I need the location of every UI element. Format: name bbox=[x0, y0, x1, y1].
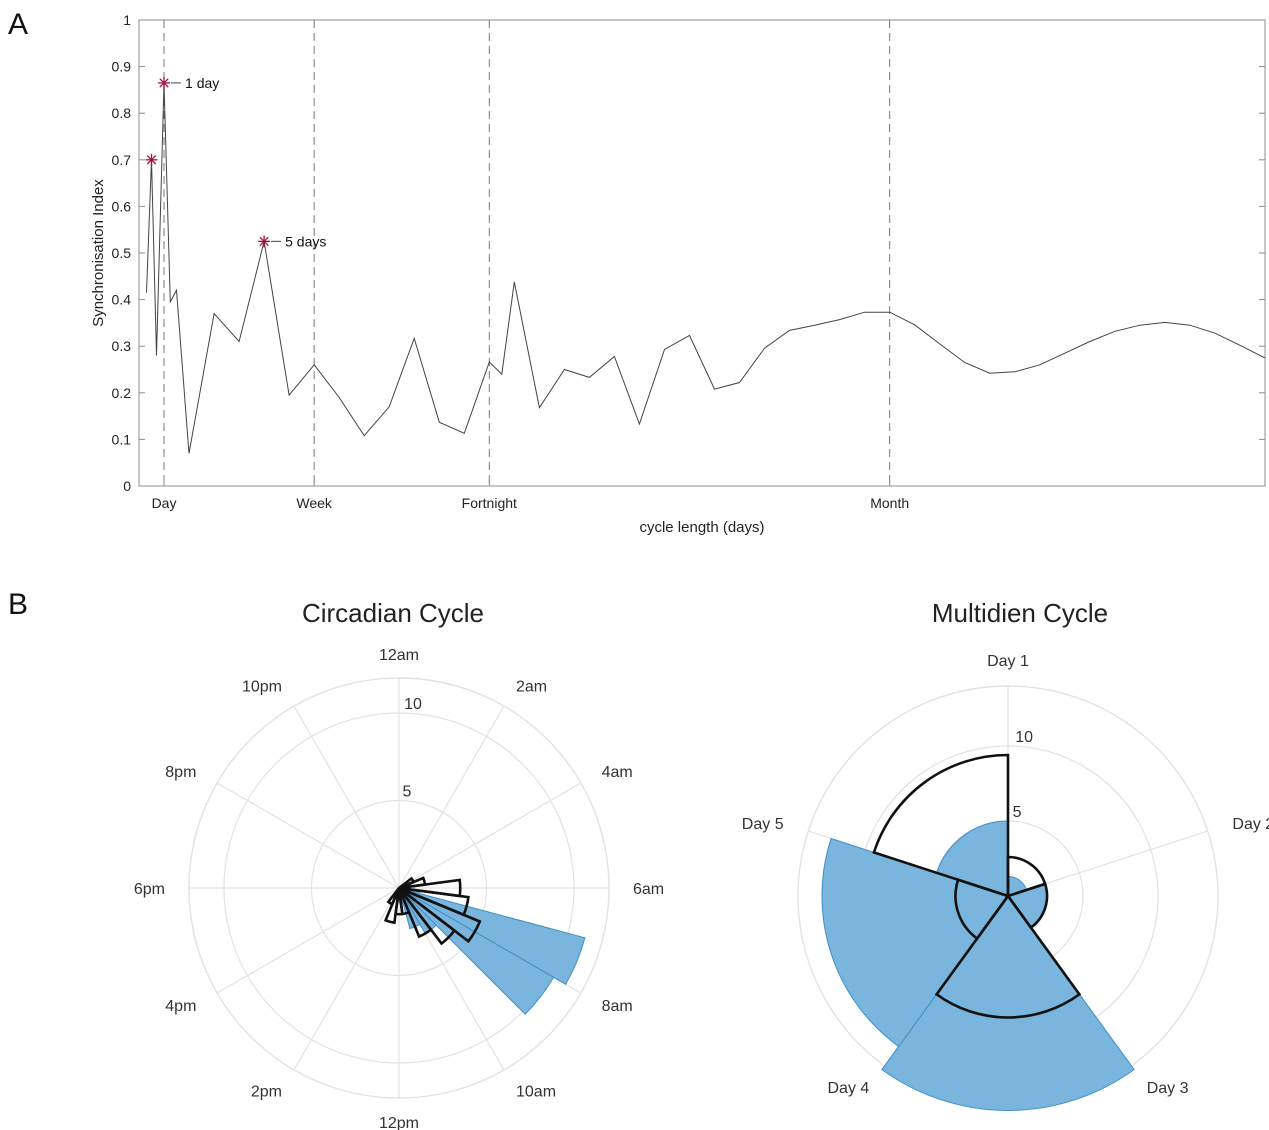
angle-label: Day 1 bbox=[987, 653, 1029, 670]
polar-spoke bbox=[293, 705, 400, 889]
outline-bin bbox=[954, 878, 1011, 941]
marker-stroke bbox=[259, 236, 269, 247]
polar-spoke bbox=[398, 782, 582, 889]
outline-bin bbox=[397, 886, 457, 946]
y-axis-ticks: 0 0.1 0.2 0.3 0.4 0.5 0.6 0.7 0.8 0.9 1 bbox=[112, 12, 1265, 494]
radial-tick-label: 10 bbox=[1015, 729, 1033, 746]
fill-bin bbox=[398, 887, 555, 1015]
fill-bin bbox=[821, 837, 1009, 1048]
y-tick-label: 0.3 bbox=[112, 338, 132, 354]
outline-series bbox=[383, 876, 482, 946]
angle-label: 2pm bbox=[251, 1084, 282, 1101]
angle-label: Day 5 bbox=[742, 816, 784, 833]
y-tick-label: 0.6 bbox=[112, 198, 132, 214]
angle-label: Day 3 bbox=[1147, 1080, 1189, 1097]
marker-label: 5 days bbox=[285, 233, 326, 249]
y-tick-label: 0 bbox=[123, 478, 131, 494]
angle-label: Day 2 bbox=[1232, 816, 1269, 833]
x-axis-reference-labels: Day Week Fortnight Month bbox=[152, 495, 910, 511]
angle-label: 12am bbox=[379, 647, 419, 664]
marker-stroke bbox=[159, 78, 169, 88]
outline-bin bbox=[1005, 882, 1049, 930]
angle-label: 4pm bbox=[165, 998, 196, 1015]
radial-tick-label: 5 bbox=[403, 784, 412, 801]
outline-bin bbox=[398, 886, 482, 944]
outline-bin bbox=[386, 887, 401, 906]
x-reference-label: Fortnight bbox=[462, 495, 517, 511]
radial-tick-label: 10 bbox=[404, 696, 422, 713]
fill-bin bbox=[398, 887, 586, 985]
polar-spoke bbox=[293, 887, 400, 1071]
multidien-title: Multidien Cycle bbox=[932, 598, 1108, 628]
fill-series bbox=[398, 886, 586, 1015]
angle-label: 10am bbox=[516, 1084, 556, 1101]
peak-marker: 5 days bbox=[258, 233, 326, 249]
y-tick-label: 0.2 bbox=[112, 385, 132, 401]
peak-marker bbox=[145, 153, 158, 166]
outline-series bbox=[872, 753, 1082, 1019]
y-axis-label: Synchronisation Index bbox=[90, 179, 107, 327]
y-tick-label: 0.7 bbox=[112, 152, 132, 168]
outline-bin bbox=[383, 887, 401, 925]
sync-index-line-chart: 0 0.1 0.2 0.3 0.4 0.5 0.6 0.7 0.8 0.9 1 Day Week For… bbox=[90, 12, 1266, 536]
peak-marker: 1 day bbox=[158, 75, 219, 91]
multidien-polar-chart: Multidien Cycle Day 1 Day 2 Day 3 Day 4 Day … bbox=[742, 598, 1269, 1111]
reference-lines bbox=[163, 20, 891, 486]
angle-label: 12pm bbox=[379, 1115, 419, 1130]
outline-bin bbox=[1006, 855, 1047, 898]
angle-label: 6pm bbox=[134, 881, 165, 898]
peak-markers: 1 day 5 days bbox=[145, 75, 326, 249]
outline-bin bbox=[397, 887, 433, 939]
y-tick-label: 0.4 bbox=[112, 292, 132, 308]
y-tick-label: 0.1 bbox=[112, 431, 132, 447]
x-reference-label: Month bbox=[870, 495, 909, 511]
plot-frame bbox=[138, 19, 1266, 487]
fill-bin bbox=[881, 895, 1135, 1111]
series-line bbox=[146, 82, 1266, 454]
polar-spoke bbox=[216, 887, 400, 994]
angle-label: 8pm bbox=[165, 764, 196, 781]
angle-label: 2am bbox=[516, 678, 547, 695]
marker-label: 1 day bbox=[185, 75, 219, 91]
y-tick-label: 0.8 bbox=[112, 105, 132, 121]
x-axis-label: cycle length (days) bbox=[639, 519, 764, 536]
marker-stroke bbox=[146, 155, 157, 165]
angle-label: 10pm bbox=[242, 678, 282, 695]
polar-spoke bbox=[398, 705, 505, 889]
outline-bin bbox=[872, 753, 1010, 898]
angle-label: 8am bbox=[602, 998, 633, 1015]
panel-label-b: B bbox=[8, 588, 28, 621]
angle-label: Day 4 bbox=[828, 1080, 870, 1097]
angle-label: 4am bbox=[602, 764, 633, 781]
polar-spoke bbox=[216, 782, 400, 889]
y-tick-label: 0.5 bbox=[112, 245, 132, 261]
circadian-polar-chart: Circadian Cycle 12am 2am 4am 6am 8am 10am 12pm… bbox=[134, 598, 664, 1130]
circadian-title: Circadian Cycle bbox=[302, 598, 484, 628]
fill-series bbox=[821, 820, 1135, 1111]
angle-label: 6am bbox=[633, 881, 664, 898]
x-reference-label: Week bbox=[296, 495, 333, 511]
outline-bin bbox=[934, 893, 1082, 1019]
panel-label-a: A bbox=[8, 8, 28, 41]
y-tick-label: 0.9 bbox=[112, 59, 132, 75]
y-tick-label: 1 bbox=[123, 12, 131, 28]
x-reference-label: Day bbox=[152, 495, 177, 511]
radial-tick-label: 5 bbox=[1013, 804, 1022, 821]
